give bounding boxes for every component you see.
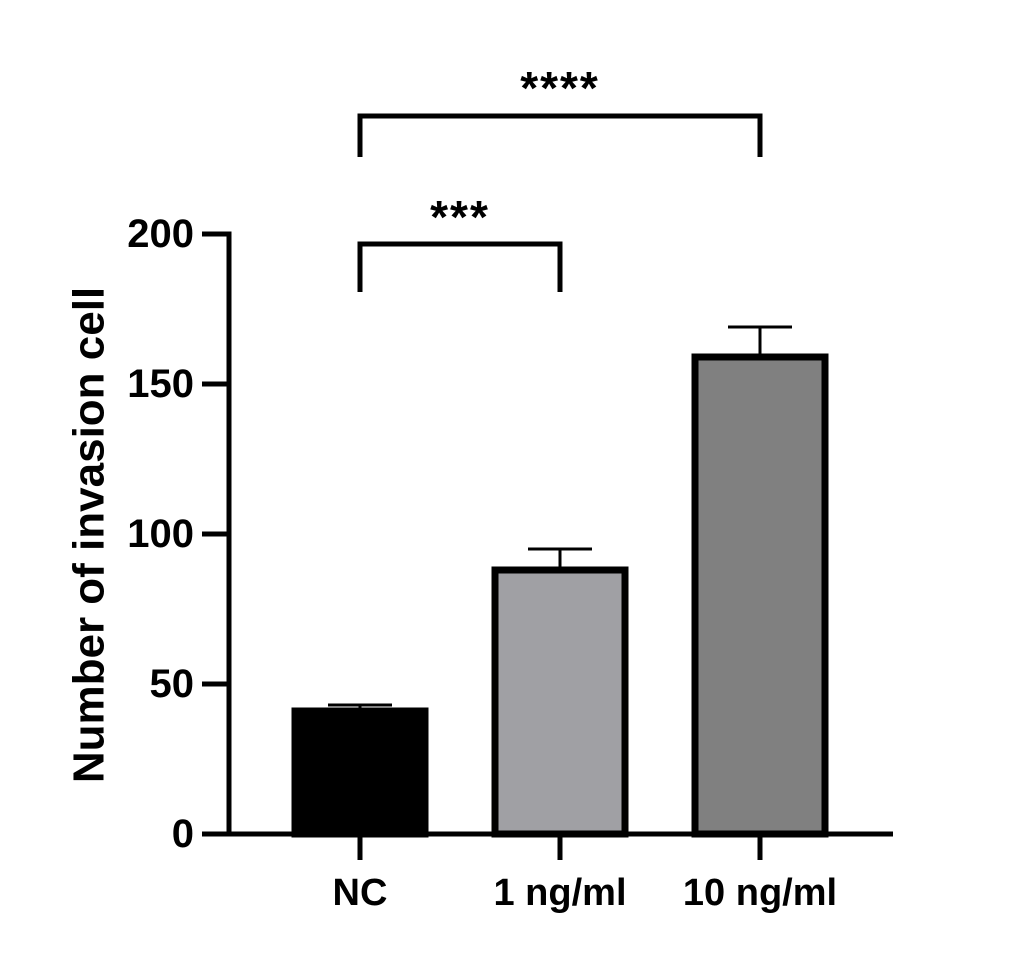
significance-bracket — [357, 241, 563, 292]
x-category-label: NC — [333, 872, 388, 914]
y-tick-label: 0 — [172, 812, 194, 856]
x-category-label: 10 ng/ml — [683, 872, 837, 914]
y-tick-label: 150 — [127, 362, 194, 406]
y-ticks: 0 50 100 150 200 — [127, 212, 229, 856]
significance-label: **** — [520, 62, 600, 114]
significance-label: *** — [430, 191, 490, 243]
y-tick-label: 50 — [150, 662, 195, 706]
error-bars — [328, 325, 792, 711]
bar — [291, 707, 429, 838]
bar — [691, 353, 829, 838]
x-categories: NC 1 ng/ml 10 ng/ml — [333, 834, 837, 914]
significance-bracket — [357, 113, 763, 157]
x-category-label: 1 ng/ml — [493, 872, 626, 914]
bars — [291, 353, 829, 838]
significance-brackets: ******* — [357, 62, 763, 292]
y-tick-label: 200 — [127, 212, 194, 256]
bar — [491, 566, 629, 838]
y-tick-label: 100 — [127, 512, 194, 556]
y-axis-title: Number of invasion cell — [65, 287, 114, 783]
